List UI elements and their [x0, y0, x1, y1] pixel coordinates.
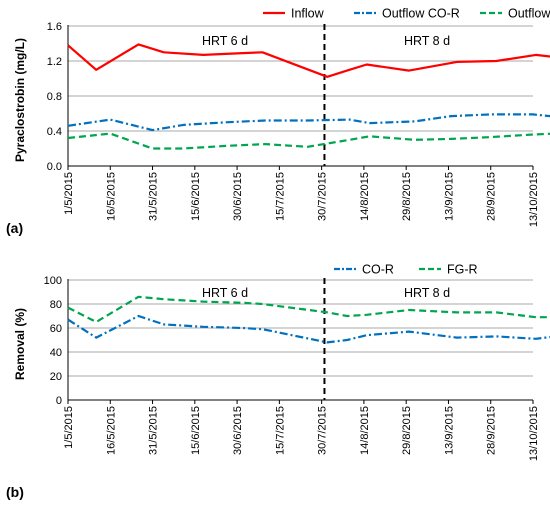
x-tick-label: 30/6/2015 — [232, 172, 244, 221]
x-tick-label: 30/7/2015 — [317, 172, 329, 221]
x-tick-label: 30/7/2015 — [317, 406, 329, 455]
series-line — [67, 43, 550, 78]
legend-label: Outflow FG-R — [508, 7, 550, 21]
x-tick-label: 28/9/2015 — [486, 172, 498, 221]
x-tick-label: 15/7/2015 — [274, 172, 286, 221]
x-tick-label: 13/9/2015 — [443, 406, 455, 455]
x-tick-label: 14/8/2015 — [359, 406, 371, 455]
y-tick-label: 0.4 — [47, 126, 62, 138]
hrt-annotation: HRT 6 d — [202, 34, 248, 48]
x-tick-label: 16/5/2015 — [105, 172, 117, 221]
y-tick-label: 80 — [50, 299, 62, 311]
x-tick-label: 13/9/2015 — [443, 172, 455, 221]
hrt-annotation: HRT 6 d — [202, 286, 248, 300]
y-tick-label: 1.6 — [47, 21, 62, 33]
chart-panel-2: 0 20 40 60 80 100 1/5/2015 16/5/2015 31/5/2015 15… — [6, 263, 550, 500]
series-line — [67, 113, 550, 132]
x-tick-label: 15/6/2015 — [190, 406, 202, 455]
x-tick-label: 1/5/2015 — [63, 406, 75, 449]
x-tick-label: 30/6/2015 — [232, 406, 244, 455]
y-tick-label: 20 — [50, 371, 62, 383]
x-tick-label: 15/7/2015 — [274, 406, 286, 455]
x-tick-label: 1/5/2015 — [63, 172, 75, 215]
series-line — [67, 295, 550, 324]
x-tick-label: 14/8/2015 — [359, 172, 371, 221]
x-tick-label: 31/5/2015 — [148, 172, 160, 221]
legend-label: CO-R — [362, 263, 394, 277]
x-tick-label: 29/8/2015 — [401, 406, 413, 455]
x-tick-label: 15/6/2015 — [190, 172, 202, 221]
y-tick-label: 1.2 — [47, 56, 62, 68]
y-tick-label: 40 — [50, 347, 62, 359]
x-tick-label: 28/9/2015 — [486, 406, 498, 455]
panel-label: (a) — [6, 220, 23, 236]
y-tick-label: 100 — [44, 275, 62, 287]
legend-label: FG-R — [447, 263, 478, 277]
series-line — [67, 132, 550, 150]
y-tick-label: 0.0 — [47, 161, 62, 173]
x-tick-label: 29/8/2015 — [401, 172, 413, 221]
x-tick-label: 13/10/2015 — [528, 406, 540, 461]
y-tick-label: 0.8 — [47, 91, 62, 103]
legend-label: Inflow — [291, 7, 325, 21]
x-tick-label: 13/10/2015 — [528, 172, 540, 227]
hrt-annotation: HRT 8 d — [404, 286, 450, 300]
y-axis-title: Pyraclostrobin (mg/L) — [13, 38, 27, 162]
panel-label: (b) — [6, 484, 24, 500]
series-line — [67, 314, 550, 344]
legend-label: Outflow CO-R — [382, 7, 460, 21]
x-tick-label: 16/5/2015 — [105, 406, 117, 455]
x-tick-label: 31/5/2015 — [148, 406, 160, 455]
y-tick-label: 60 — [50, 323, 62, 335]
y-axis-title: Removal (%) — [13, 308, 27, 380]
y-tick-label: 0 — [56, 395, 62, 407]
chart-panel-1: 0.0 0.4 0.8 1.2 1.6 1/5/2015 16/5/2015 31/5/201… — [6, 7, 550, 236]
hrt-annotation: HRT 8 d — [404, 34, 450, 48]
